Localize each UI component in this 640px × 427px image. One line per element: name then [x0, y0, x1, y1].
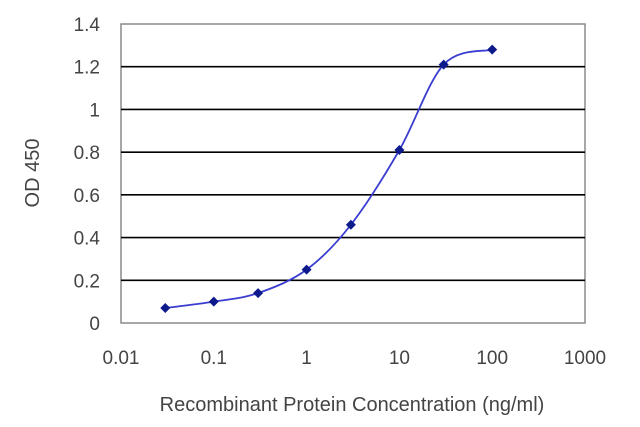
series-markers — [160, 44, 498, 314]
x-tick-label: 0.01 — [103, 348, 140, 369]
x-tick-label: 0.1 — [201, 348, 227, 369]
grid-lines — [121, 65, 585, 282]
y-tick-label: 1.2 — [74, 58, 100, 79]
x-tick-label: 1000 — [564, 348, 606, 369]
data-point — [487, 44, 498, 55]
plot-frame — [120, 23, 586, 324]
x-tick-label: 10 — [389, 348, 410, 369]
y-tick-label: 0.6 — [74, 186, 100, 207]
series-line — [165, 48, 493, 309]
x-axis-title: Recombinant Protein Concentration (ng/ml… — [160, 394, 545, 416]
data-point — [345, 219, 356, 230]
y-tick-label: 1 — [89, 100, 100, 121]
data-point — [301, 264, 312, 275]
y-tick-label: 0.4 — [74, 229, 101, 250]
x-tick-label: 100 — [476, 348, 508, 369]
data-point — [438, 59, 449, 70]
x-tick-label: 1 — [301, 348, 312, 369]
y-axis-title: OD 450 — [22, 139, 44, 208]
data-point — [160, 303, 171, 314]
data-point — [394, 145, 405, 156]
y-tick-label: 0 — [89, 314, 100, 335]
x-axis-ticks: 0.01 0.1 1 10 100 1000 — [103, 348, 607, 369]
data-point — [253, 288, 264, 299]
y-tick-label: 0.8 — [74, 143, 100, 164]
y-tick-label: 0.2 — [74, 271, 100, 292]
plot-area — [120, 23, 586, 324]
y-tick-label: 1.4 — [74, 15, 101, 36]
y-axis-ticks: 0 0.2 0.4 0.6 0.8 1 1.2 1.4 — [74, 15, 101, 335]
data-point — [208, 296, 219, 307]
